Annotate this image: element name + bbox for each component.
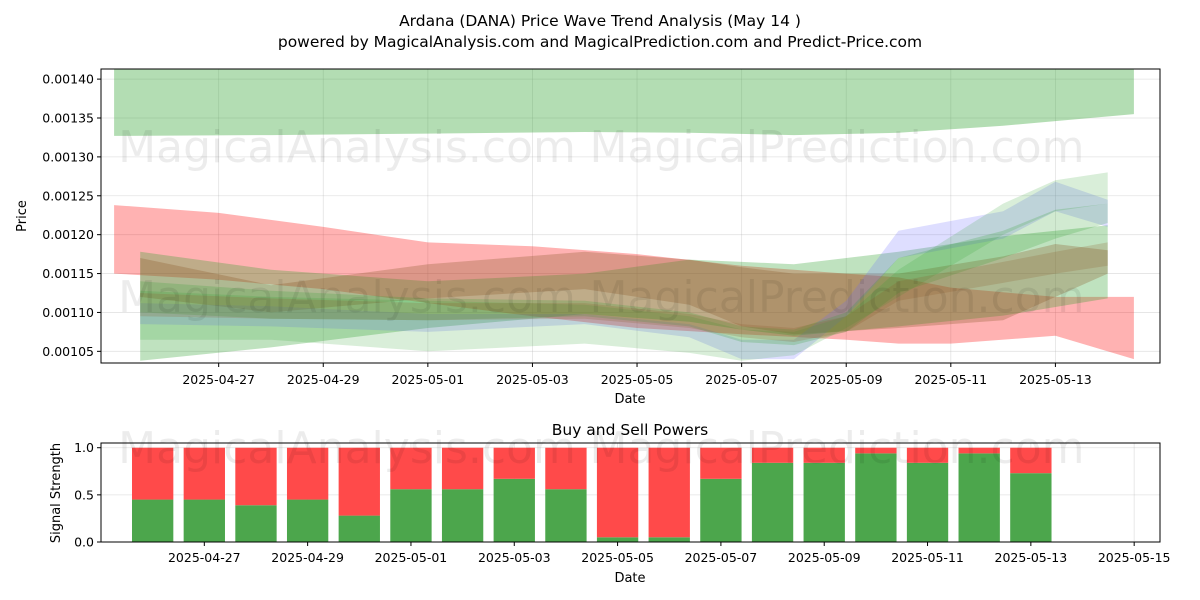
buy-bar — [751, 462, 794, 542]
signal-chart-xlabel: Date — [614, 571, 645, 586]
price-y-tick-label: 0.00125 — [42, 188, 94, 203]
signal-x-tick-label: 2025-05-15 — [1098, 550, 1171, 565]
price-wave-band-4 — [140, 181, 1108, 360]
price-y-tick-label: 0.00110 — [42, 305, 94, 320]
sell-bar — [751, 447, 794, 463]
price-wave-band-2 — [140, 225, 1108, 361]
signal-x-tick-label: 2025-04-27 — [168, 550, 241, 565]
buy-bar — [648, 537, 690, 542]
signal-x-tick-label: 2025-05-05 — [581, 550, 654, 565]
sell-bar — [1010, 447, 1052, 474]
watermark-analysis-2: MagicalAnalysis.com — [118, 272, 576, 323]
price-y-tick-label: 0.00130 — [42, 149, 94, 164]
sell-bar — [648, 447, 690, 538]
buy-bar — [131, 499, 174, 542]
buy-bar — [803, 462, 845, 542]
watermark-analysis-3: MagicalAnalysis.com — [118, 423, 576, 474]
price-x-tick-label: 2025-05-11 — [914, 372, 987, 387]
sell-bar — [183, 447, 225, 500]
price-y-tick-label: 0.00115 — [42, 266, 94, 281]
price-wave-band-3 — [140, 244, 1108, 335]
buy-bar — [700, 478, 742, 542]
price-y-tick-label: 0.00120 — [42, 227, 94, 242]
watermark-prediction: MagicalPrediction.com — [590, 122, 1085, 173]
watermark-prediction-2: MagicalPrediction.com — [590, 272, 1085, 323]
buy-bar — [545, 489, 587, 542]
buy-bar — [441, 489, 484, 542]
price-x-tick-label: 2025-04-29 — [287, 372, 360, 387]
price-y-tick-label: 0.00105 — [42, 344, 94, 359]
signal-x-tick-label: 2025-05-07 — [685, 550, 758, 565]
watermark-analysis: MagicalAnalysis.com — [118, 122, 576, 173]
signal-x-tick-label: 2025-05-03 — [478, 550, 551, 565]
sell-bar — [131, 447, 174, 500]
sell-bar — [545, 447, 587, 490]
price-x-tick-label: 2025-05-03 — [496, 372, 569, 387]
price-x-tick-label: 2025-05-09 — [810, 372, 883, 387]
sell-bar — [441, 447, 484, 490]
sell-bar — [286, 447, 329, 500]
signal-chart-axes: 2025-04-27 2025-04-29 2025-05-01 2025-05-03… — [74, 440, 1170, 565]
buy-bar — [958, 453, 1000, 542]
price-wave-band-0 — [114, 69, 1134, 136]
price-wave-band-6 — [140, 172, 1108, 361]
buy-bar — [855, 453, 897, 542]
buy-bar — [286, 499, 329, 542]
signal-chart-title: Buy and Sell Powers — [552, 421, 709, 439]
buy-bar — [1010, 473, 1052, 542]
signal-chart-frame — [100, 442, 1161, 543]
signal-x-tick-label: 2025-05-01 — [375, 550, 448, 565]
sell-bar — [235, 447, 277, 506]
watermark-prediction-3: MagicalPrediction.com — [590, 423, 1085, 474]
buy-bar — [338, 515, 380, 542]
price-chart-axes: 2025-04-27 2025-04-29 2025-05-01 2025-05-03… — [42, 72, 1091, 387]
buy-bar — [493, 478, 535, 542]
signal-y-tick-label: 0.0 — [74, 535, 94, 550]
price-wave-band-5 — [140, 203, 1108, 346]
buy-bar — [390, 489, 432, 542]
sell-bar — [338, 447, 380, 516]
price-chart-frame — [100, 68, 1161, 364]
price-x-tick-label: 2025-05-01 — [392, 372, 465, 387]
price-chart-subtitle: powered by MagicalAnalysis.com and Magic… — [278, 33, 922, 51]
signal-chart-watermarks: MagicalAnalysis.com MagicalPrediction.co… — [118, 423, 1084, 474]
price-chart-title: Ardana (DANA) Price Wave Trend Analysis … — [399, 12, 801, 30]
sell-bar — [493, 447, 535, 479]
price-wave-band-7 — [140, 242, 1108, 342]
signal-x-tick-label: 2025-05-11 — [891, 550, 964, 565]
price-y-tick-label: 0.00135 — [42, 111, 94, 126]
sell-bar — [700, 447, 742, 479]
sell-bar — [390, 447, 432, 490]
buy-bar — [235, 505, 277, 542]
buy-bar — [183, 499, 225, 542]
buy-bar — [596, 537, 639, 542]
sell-bar — [855, 447, 897, 454]
signal-bars — [131, 447, 1052, 542]
price-chart-grid — [101, 69, 1160, 363]
price-wave-band-1 — [114, 205, 1134, 360]
signal-y-tick-label: 1.0 — [74, 440, 94, 455]
sell-bar — [803, 447, 845, 463]
buy-bar — [906, 462, 949, 542]
signal-chart-ylabel: Signal Strength — [49, 443, 64, 543]
signal-x-tick-label: 2025-05-09 — [788, 550, 861, 565]
sell-bar — [906, 447, 949, 463]
signal-x-tick-label: 2025-05-13 — [995, 550, 1068, 565]
price-chart-xlabel: Date — [614, 392, 645, 407]
price-x-tick-label: 2025-04-27 — [182, 372, 255, 387]
signal-y-tick-label: 0.5 — [74, 487, 94, 502]
price-chart-watermarks: MagicalAnalysis.com MagicalPrediction.co… — [118, 122, 1084, 323]
sell-bar — [958, 447, 1000, 454]
price-y-tick-label: 0.00140 — [42, 72, 94, 87]
signal-x-tick-label: 2025-04-29 — [271, 550, 344, 565]
price-wave-bands — [114, 69, 1134, 361]
price-x-tick-label: 2025-05-07 — [705, 372, 778, 387]
price-chart-ylabel: Price — [15, 200, 30, 232]
sell-bar — [596, 447, 639, 538]
price-x-tick-label: 2025-05-13 — [1019, 372, 1092, 387]
price-x-tick-label: 2025-05-05 — [601, 372, 674, 387]
